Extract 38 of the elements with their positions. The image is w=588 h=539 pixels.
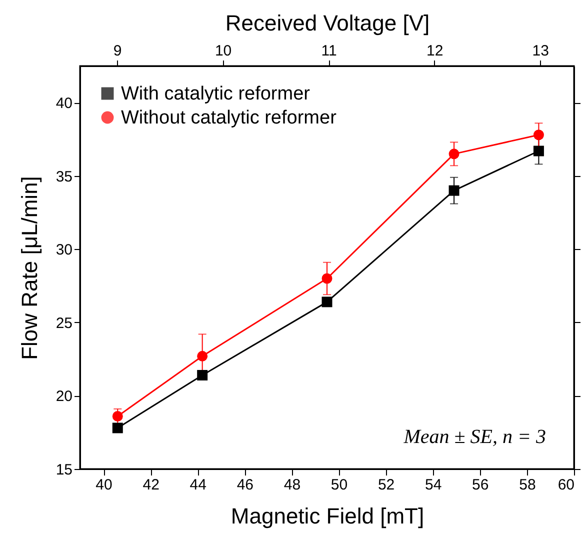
x-tick-label: 56 — [472, 476, 489, 494]
point — [197, 370, 208, 380]
point — [448, 148, 460, 160]
x-tick-label: 46 — [236, 476, 254, 494]
y-tick-label: 20 — [56, 388, 72, 406]
x-tick-label: 40 — [96, 476, 112, 494]
legend-label: With catalytic reformer — [121, 84, 311, 104]
x2-tick-label: 11 — [321, 42, 337, 60]
x-tick-label: 50 — [330, 476, 348, 494]
y-tick-label: 15 — [56, 462, 72, 478]
x-tick-label: 42 — [142, 476, 160, 494]
x2-axis-title: Received Voltage [V] — [225, 10, 430, 36]
y-tick-label: 35 — [56, 168, 72, 186]
point — [322, 273, 332, 284]
y-tick-label: 40 — [56, 95, 72, 112]
point — [112, 411, 123, 422]
y-axis-title: Flow Rate [μL/min] — [16, 176, 42, 360]
x2-tick-label: 10 — [214, 42, 232, 60]
point — [533, 146, 544, 156]
x-tick-label: 54 — [425, 476, 442, 494]
y-tick-label: 25 — [56, 314, 72, 332]
point — [197, 350, 208, 362]
point — [322, 296, 332, 308]
x-tick-label: 58 — [519, 476, 536, 494]
point — [112, 422, 123, 434]
y-tick-label: 30 — [56, 242, 72, 259]
point — [448, 185, 460, 196]
x-tick-label: 44 — [190, 476, 206, 494]
x-tick-label: 60 — [558, 476, 574, 494]
x2-tick-label: 9 — [113, 42, 122, 60]
legend-label: Without catalytic reformer — [121, 108, 338, 128]
annotation: Mean ± SE, n = 3 — [402, 426, 546, 448]
x-tick-label: 52 — [378, 476, 395, 494]
x2-tick-label: 12 — [426, 42, 444, 60]
point — [533, 130, 544, 140]
x-axis-title: Magnetic Field [mT] — [230, 504, 424, 528]
x-tick-label: 48 — [284, 476, 301, 494]
x2-tick-label: 13 — [532, 42, 549, 60]
